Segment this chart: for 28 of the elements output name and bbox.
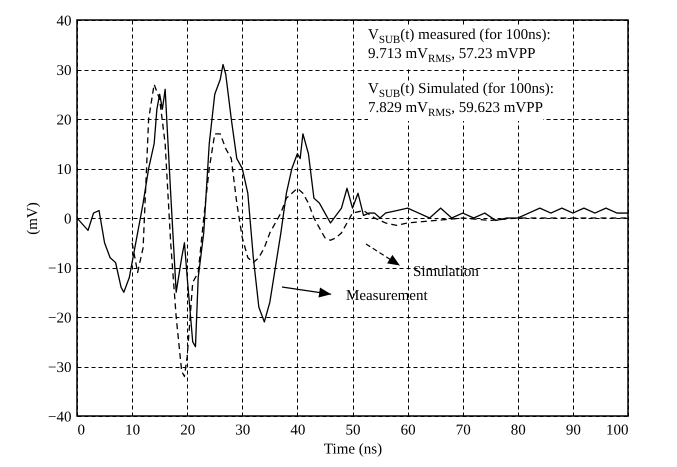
y-tick-label: −10 bbox=[48, 261, 72, 277]
x-tick-label: 100 bbox=[606, 422, 628, 438]
y-tick-label: −40 bbox=[48, 410, 72, 426]
x-tick-label: 30 bbox=[235, 422, 250, 438]
annotation: Simulation bbox=[413, 264, 479, 280]
annotation: 9.713 mV$_{RMS}$, 57.23 mVPP bbox=[368, 46, 536, 67]
annotation: V$_{SUB}$(t) Simulated (for 100ns): bbox=[368, 81, 554, 100]
annotation: Measurement bbox=[346, 288, 428, 304]
y-tick-label: −30 bbox=[48, 360, 72, 376]
x-tick-label: 80 bbox=[510, 422, 526, 438]
x-tick-label: 0 bbox=[78, 422, 85, 438]
y-tick-label: −20 bbox=[48, 310, 72, 326]
y-tick-label: 10 bbox=[56, 162, 72, 178]
annotation: 7.829 mV$_{RMS}$, 59.623 mVPP bbox=[368, 100, 543, 121]
x-tick-label: 50 bbox=[346, 422, 360, 438]
y-tick-label: 20 bbox=[56, 112, 72, 128]
annotation: V$_{SUB}$(t) measured (for 100ns): bbox=[368, 27, 551, 46]
x-tick-label: 40 bbox=[290, 422, 306, 438]
x-tick-label: 70 bbox=[456, 422, 471, 438]
x-axis-title: Time (ns) bbox=[324, 442, 382, 458]
y-tick-label: 0 bbox=[64, 212, 72, 228]
x-tick-label: 10 bbox=[125, 422, 140, 438]
y-tick-label: 40 bbox=[56, 14, 72, 30]
x-tick-label: 90 bbox=[566, 422, 581, 438]
y-tick-label: 30 bbox=[56, 63, 72, 79]
x-tick-label: 60 bbox=[400, 422, 416, 438]
y-axis-title: (mV) bbox=[25, 202, 42, 235]
x-tick-label: 20 bbox=[180, 422, 196, 438]
